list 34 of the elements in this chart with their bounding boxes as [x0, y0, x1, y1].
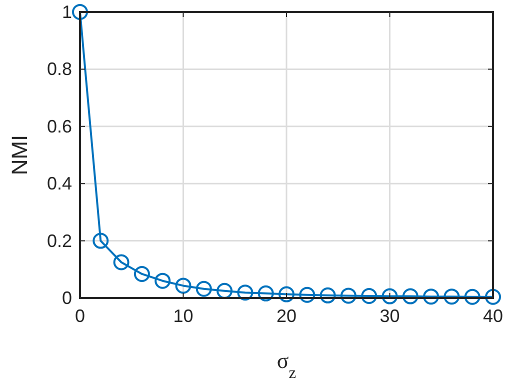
point [340, 288, 356, 304]
point [258, 285, 274, 302]
point [361, 288, 378, 304]
point [444, 288, 460, 305]
point [72, 4, 88, 20]
y-axis-title: NMI [7, 134, 32, 176]
x-tick-label: 10 [173, 306, 194, 326]
y-tick-label: 0.4 [46, 174, 72, 194]
point [216, 282, 233, 299]
y-tick-label: 0.2 [46, 230, 72, 251]
point [196, 280, 212, 297]
point [175, 278, 192, 294]
x-tick-label: 20 [276, 306, 297, 326]
y-tick-label: 0 [62, 288, 72, 308]
point [485, 288, 501, 305]
x-tick-label: 0 [74, 306, 86, 326]
point [134, 266, 150, 282]
x-axis-title: σ$_{z}$ [276, 348, 296, 382]
point [278, 286, 294, 302]
point [382, 288, 398, 304]
point [299, 286, 316, 303]
point [92, 232, 109, 249]
x-tick-label: 40 [482, 306, 504, 326]
point [320, 287, 336, 304]
y-tick-label: 0.8 [46, 59, 72, 80]
point [402, 288, 418, 304]
y-tick-label: 0.6 [46, 116, 72, 136]
point [154, 272, 171, 289]
y-tick-label: 1 [62, 2, 72, 22]
x-tick-label: 30 [380, 306, 400, 326]
point [237, 284, 254, 301]
point [113, 254, 130, 270]
point [423, 288, 440, 305]
point [464, 288, 480, 305]
